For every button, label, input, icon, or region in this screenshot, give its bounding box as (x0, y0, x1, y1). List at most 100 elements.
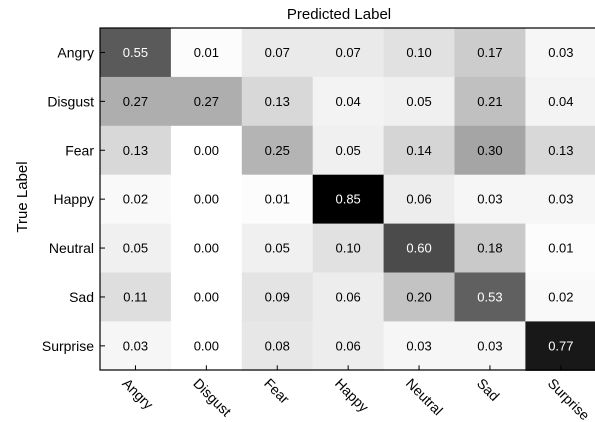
cell-value-label: 0.02 (123, 192, 148, 207)
cell-value-label: 0.05 (123, 241, 148, 256)
heatmap-cell (241, 174, 314, 225)
heatmap-cell (170, 28, 243, 78)
y-axis-ticks: Angry Disgust Fear Happy Neutral Sad Surprise (42, 44, 105, 354)
y-tick-label: Happy (54, 191, 94, 207)
chart-title: Predicted Label (287, 6, 391, 23)
y-tick-label: Neutral (49, 240, 94, 256)
y-tick-label: Sad (69, 289, 94, 305)
cell-value-label: 0.06 (335, 338, 360, 353)
heatmap-cell (100, 223, 172, 274)
cell-value-label: 0.07 (265, 45, 290, 60)
heatmap-cell (100, 321, 172, 371)
heatmap-cell (241, 125, 314, 176)
cell-value-label: 0.04 (548, 94, 573, 109)
heatmap-cell (383, 174, 456, 225)
y-tick-label: Angry (57, 44, 94, 60)
cell-value-label: 0.05 (406, 94, 431, 109)
cell-value-label: 0.53 (477, 289, 502, 304)
cell-value-label: 0.25 (265, 143, 290, 158)
x-tick-label: Fear (261, 375, 293, 407)
cell-value-label: 0.27 (123, 94, 148, 109)
cell-value-label: 0.17 (477, 45, 502, 60)
y-tick-label: Disgust (47, 93, 94, 109)
heatmap-cell (100, 174, 172, 225)
heatmap-cell (100, 76, 172, 127)
heatmap-cell (525, 272, 595, 322)
x-tick-label: Neutral (403, 375, 446, 418)
cell-value-label: 0.09 (265, 289, 290, 304)
cell-value-label: 0.01 (194, 45, 219, 60)
heatmap-cell (383, 321, 456, 371)
heatmap-cell (454, 223, 526, 274)
heatmap-cell (312, 76, 385, 127)
y-axis-label: True Label (14, 161, 31, 232)
heatmap-cells (100, 28, 595, 371)
cell-value-label: 0.02 (548, 289, 573, 304)
heatmap-cell (525, 321, 595, 371)
heatmap-cell (312, 28, 385, 78)
cell-value-label: 0.13 (123, 143, 148, 158)
x-tick-label: Surprise (545, 375, 593, 422)
heatmap-cell (100, 125, 172, 176)
heatmap-cell (383, 272, 456, 322)
heatmap-cell (312, 321, 385, 371)
heatmap-cell (383, 125, 456, 176)
heatmap-cell (383, 76, 456, 127)
cell-value-label: 0.06 (335, 289, 360, 304)
cell-value-label: 0.30 (477, 143, 502, 158)
heatmap-cell (454, 28, 526, 78)
cell-value-label: 0.55 (123, 45, 148, 60)
cell-value-labels: 0.55 0.01 0.07 0.07 0.10 0.17 0.03 0.27 0.27 0.13… (123, 45, 574, 353)
heatmap-cell (525, 174, 595, 225)
cell-value-label: 0.00 (194, 338, 219, 353)
cell-value-label: 0.05 (335, 143, 360, 158)
heatmap-cell (170, 174, 243, 225)
heatmap-cell (241, 223, 314, 274)
cell-value-label: 0.04 (335, 94, 360, 109)
heatmap-cell (454, 125, 526, 176)
heatmap-cell (312, 223, 385, 274)
heatmap-cell (241, 76, 314, 127)
heatmap-cell (525, 76, 595, 127)
cell-value-label: 0.11 (123, 289, 147, 304)
heatmap-cell (454, 174, 526, 225)
x-tick-label: Happy (332, 375, 372, 415)
cell-value-label: 0.20 (406, 289, 431, 304)
heatmap-cell (170, 272, 243, 322)
heatmap-cell (170, 125, 243, 176)
heatmap-cell (525, 223, 595, 274)
x-tick-label: Disgust (190, 375, 234, 419)
cell-value-label: 0.03 (123, 338, 148, 353)
plot-frame (99, 27, 595, 371)
cell-value-label: 0.21 (477, 94, 502, 109)
heatmap-cell (454, 272, 526, 322)
cell-value-label: 0.01 (548, 241, 573, 256)
cell-value-label: 0.08 (265, 338, 290, 353)
cell-value-label: 0.03 (477, 338, 502, 353)
cell-value-label: 0.10 (335, 241, 360, 256)
y-tick-label: Fear (65, 142, 94, 158)
x-tick-label: Sad (474, 375, 503, 404)
cell-value-label: 0.00 (194, 143, 219, 158)
cell-value-label: 0.03 (548, 192, 573, 207)
heatmap-cell (312, 174, 385, 225)
cell-value-label: 0.03 (406, 338, 431, 353)
cell-value-label: 0.05 (265, 241, 290, 256)
cell-value-label: 0.00 (194, 289, 219, 304)
cell-value-label: 0.14 (406, 143, 431, 158)
heatmap-cell (454, 76, 526, 127)
cell-value-label: 0.00 (194, 241, 219, 256)
cell-value-label: 0.13 (265, 94, 290, 109)
x-tick-label: Angry (119, 375, 156, 412)
heatmap-cell (170, 321, 243, 371)
heatmap-cell (454, 321, 526, 371)
cell-value-label: 0.60 (406, 241, 431, 256)
x-axis-ticks: Angry Disgust Fear Happy Neutral Sad Surprise (119, 365, 593, 422)
cell-value-label: 0.06 (406, 192, 431, 207)
cell-value-label: 0.10 (406, 45, 431, 60)
heatmap-cell (100, 272, 172, 322)
heatmap-cell (100, 28, 172, 78)
heatmap-cell (525, 28, 595, 78)
cell-value-label: 0.00 (194, 192, 219, 207)
